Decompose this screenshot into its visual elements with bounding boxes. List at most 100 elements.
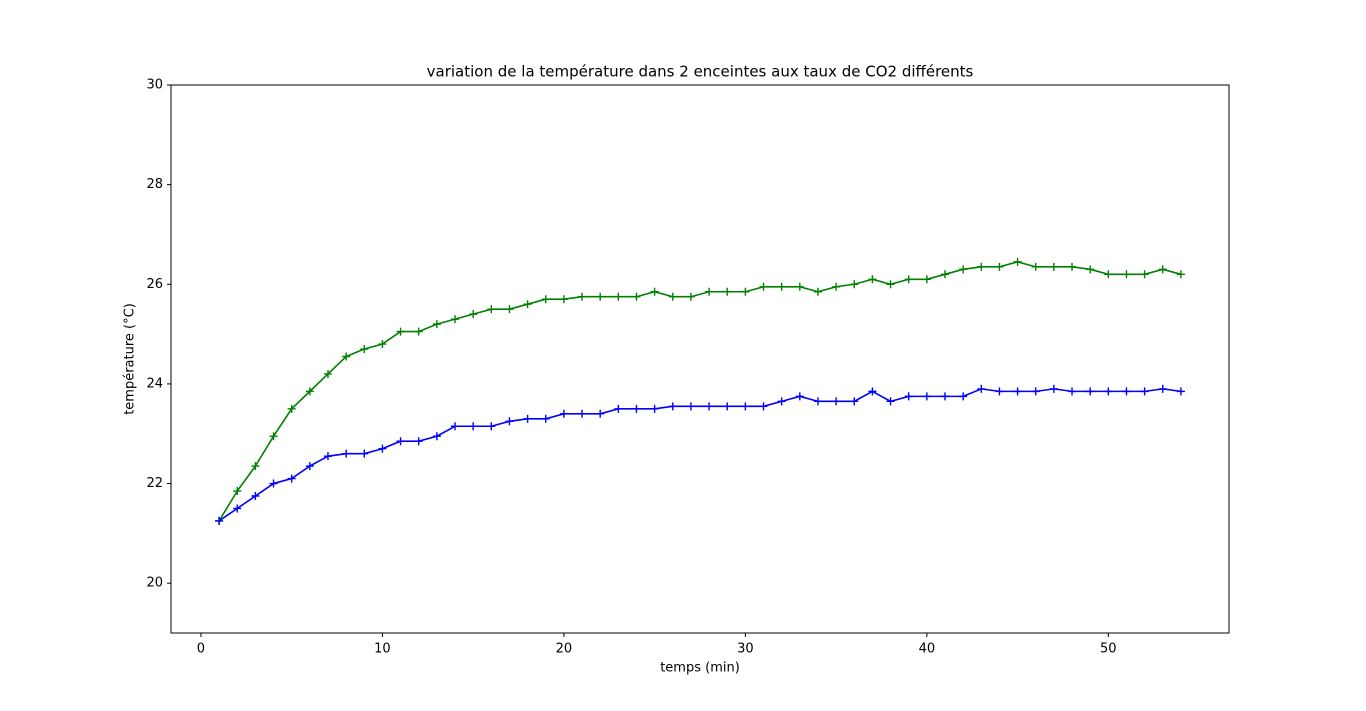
data-point [1068, 262, 1077, 271]
data-point [886, 397, 895, 406]
data-point [233, 504, 242, 513]
data-point [1068, 387, 1077, 396]
y-tick-label: 20 [146, 576, 163, 591]
data-point [1013, 387, 1022, 396]
plot-frame [170, 84, 1230, 634]
data-point [1122, 387, 1131, 396]
data-point [396, 437, 405, 446]
data-point [1031, 387, 1040, 396]
series-line [218, 261, 1182, 522]
data-point [269, 479, 278, 488]
data-point [378, 444, 387, 453]
data-point [959, 265, 968, 274]
data-point [850, 280, 859, 289]
data-point [995, 262, 1004, 271]
data-point [541, 414, 550, 423]
data-point [1140, 270, 1149, 279]
data-point [1176, 270, 1185, 279]
data-point [686, 402, 695, 411]
x-axis-label: temps (min) [660, 661, 740, 676]
data-point [559, 295, 568, 304]
data-point [414, 437, 423, 446]
x-tick-label: 30 [737, 642, 754, 657]
data-point [813, 287, 822, 296]
data-point [759, 282, 768, 291]
data-point [777, 397, 786, 406]
data-point [650, 287, 659, 296]
data-point [451, 422, 460, 431]
data-point [741, 402, 750, 411]
data-point [922, 392, 931, 401]
data-point [668, 402, 677, 411]
data-point [741, 287, 750, 296]
data-point [323, 452, 332, 461]
x-tick-label: 40 [919, 642, 936, 657]
data-point [559, 409, 568, 418]
data-point [469, 422, 478, 431]
data-point [795, 282, 804, 291]
y-tick-label: 26 [146, 277, 163, 292]
data-point [904, 392, 913, 401]
y-tick-label: 28 [146, 177, 163, 192]
data-point [342, 449, 351, 458]
data-point [596, 292, 605, 301]
data-point [759, 402, 768, 411]
data-point [850, 397, 859, 406]
data-point [541, 295, 550, 304]
data-point [451, 315, 460, 324]
data-point [977, 384, 986, 393]
data-point [1176, 387, 1185, 396]
data-point [596, 409, 605, 418]
data-point [668, 292, 677, 301]
data-point [523, 414, 532, 423]
y-tick-label: 30 [146, 78, 163, 93]
data-point [614, 292, 623, 301]
data-point [795, 392, 804, 401]
data-point [233, 487, 242, 496]
data-point [305, 462, 314, 471]
data-point [705, 287, 714, 296]
x-tick-label: 20 [556, 642, 573, 657]
data-point [995, 387, 1004, 396]
data-point [650, 404, 659, 413]
data-point [360, 449, 369, 458]
y-axis-label: température (°C) [123, 303, 138, 415]
data-point [523, 300, 532, 309]
data-point [1158, 384, 1167, 393]
data-point [414, 327, 423, 336]
data-point [959, 392, 968, 401]
x-tick-label: 50 [1100, 642, 1117, 657]
data-point [723, 287, 732, 296]
data-point [686, 292, 695, 301]
data-point [1158, 265, 1167, 274]
data-point [251, 492, 260, 500]
data-point [632, 404, 641, 413]
data-point [1031, 262, 1040, 271]
data-point [632, 292, 641, 301]
data-point [1104, 270, 1113, 279]
data-point [469, 310, 478, 319]
data-point [287, 404, 296, 413]
data-point [886, 280, 895, 289]
data-point [287, 474, 296, 483]
data-point [269, 432, 278, 441]
data-point [1140, 387, 1149, 396]
data-point [251, 462, 260, 471]
data-point [487, 305, 496, 314]
chart-title: variation de la température dans 2 encei… [427, 63, 974, 81]
data-point [922, 275, 931, 284]
data-point [868, 387, 877, 396]
data-point [977, 262, 986, 271]
data-point [705, 402, 714, 411]
data-point [813, 397, 822, 406]
data-point [1086, 265, 1095, 274]
data-point [432, 432, 441, 441]
y-tick-label: 24 [146, 376, 163, 391]
data-point [832, 282, 841, 291]
data-point [1049, 262, 1058, 271]
data-point [1122, 270, 1131, 279]
x-tick-label: 0 [197, 642, 205, 657]
data-point [342, 352, 351, 361]
